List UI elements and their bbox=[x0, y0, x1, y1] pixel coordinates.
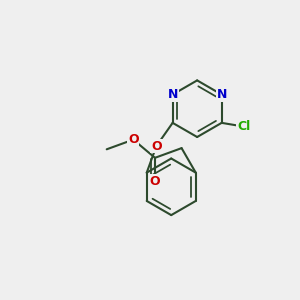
Text: O: O bbox=[128, 133, 139, 146]
Text: N: N bbox=[217, 88, 227, 101]
Text: O: O bbox=[151, 140, 162, 152]
Text: Cl: Cl bbox=[237, 120, 250, 133]
Text: N: N bbox=[167, 88, 178, 101]
Text: O: O bbox=[150, 176, 160, 188]
